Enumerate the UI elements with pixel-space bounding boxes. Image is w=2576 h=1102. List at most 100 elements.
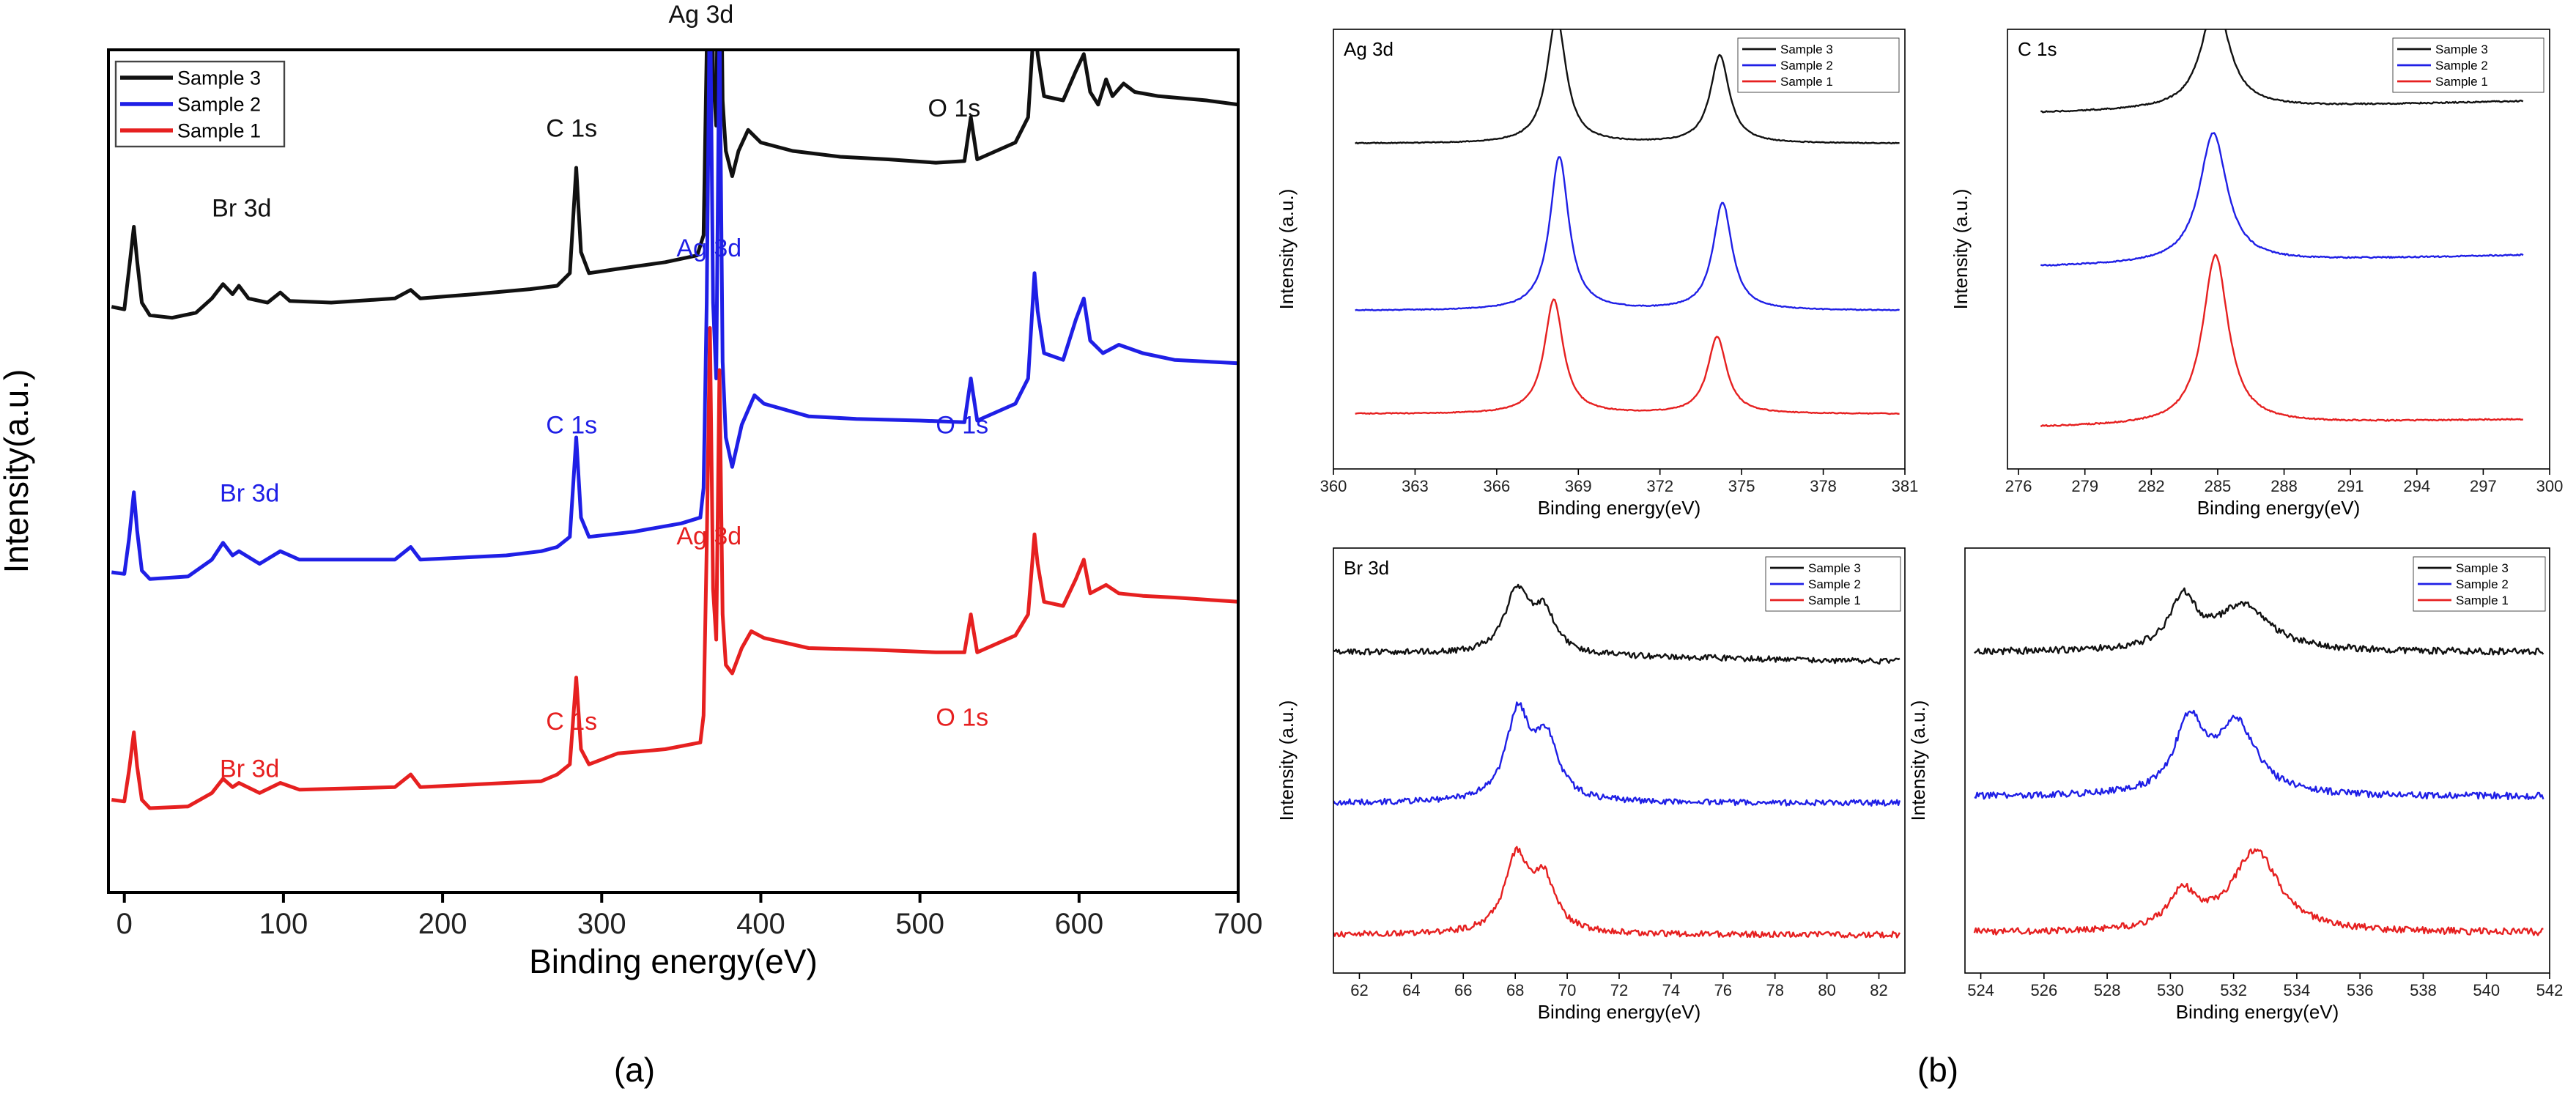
c1s-x-tick-label: 297 [2470, 477, 2497, 495]
c1s-series-sample-3 [2040, 29, 2524, 114]
c1s-x-tick-label: 279 [2071, 477, 2098, 495]
br3d-legend-label: Sample 1 [1808, 593, 1861, 607]
survey-peak-annotation: Ag 3d [676, 234, 741, 262]
survey-x-tick-label: 0 [116, 908, 133, 940]
o1s-series-sample-1 [1973, 848, 2544, 936]
o1s-x-tick-label: 528 [2094, 981, 2121, 999]
ag3d-x-axis-label: Binding energy(eV) [1538, 497, 1701, 519]
br3d-chart: 62 64 66 68 70 72 74 76 78 80 82 Binding energy(eV)… [1276, 547, 1906, 1023]
c1s-y-axis-label: Intensity (a.u.) [1950, 189, 1972, 310]
br3d-x-tick-label: 70 [1558, 981, 1576, 999]
survey-series-sample-2 [111, 50, 1238, 581]
survey-series-sample-1 [111, 326, 1238, 810]
ag3d-x-tick-label: 360 [1320, 477, 1347, 495]
survey-x-axis-label: Binding energy(eV) [529, 942, 818, 980]
survey-x-tick-label: 700 [1214, 908, 1263, 940]
survey-y-axis-label: Intensity(a.u.) [0, 369, 35, 574]
c1s-x-tick-label: 276 [2005, 477, 2032, 495]
survey-peak-annotation: O 1s [936, 411, 988, 439]
survey-x-tick-label: 100 [259, 908, 308, 940]
o1s-x-tick-label: 540 [2473, 981, 2500, 999]
c1s-x-tick-label: 291 [2337, 477, 2364, 495]
o1s-y-axis-label: Intensity (a.u.) [1907, 700, 1929, 821]
o1s-x-tick-label: 524 [1967, 981, 1994, 999]
o1s-legend-label: Sample 2 [2456, 577, 2509, 591]
c1s-title: C 1s [2018, 38, 2057, 60]
o1s-x-axis-label: Binding energy(eV) [2176, 1001, 2339, 1023]
figure-label-a: (a) [614, 1051, 655, 1089]
o1s-chart: 524 526 528 530 532 534 536 538 540 542 Binding en… [1907, 547, 2563, 1023]
br3d-plot-frame [1333, 547, 1906, 974]
br3d-x-tick-label: 80 [1818, 981, 1835, 999]
br3d-series-sample-2 [1333, 701, 1901, 807]
br3d-legend-label: Sample 2 [1808, 577, 1861, 591]
c1s-x-tick-label: 294 [2403, 477, 2430, 495]
survey-x-tick-label: 500 [895, 908, 944, 940]
survey-peak-annotation: Ag 3d [668, 1, 733, 29]
br3d-x-tick-label: 76 [1714, 981, 1732, 999]
survey-x-tick-label: 600 [1054, 908, 1103, 940]
o1s-legend-label: Sample 1 [2456, 593, 2509, 607]
c1s-legend-label: Sample 2 [2435, 59, 2488, 73]
ag3d-y-axis-label: Intensity (a.u.) [1276, 189, 1298, 310]
c1s-x-tick-label: 288 [2270, 477, 2298, 495]
ag3d-x-tick-label: 372 [1646, 477, 1673, 495]
br3d-x-tick-label: 72 [1610, 981, 1628, 999]
br3d-x-axis-label: Binding energy(eV) [1538, 1001, 1701, 1023]
br3d-y-axis-label: Intensity (a.u.) [1276, 700, 1298, 821]
survey-x-tick-label: 300 [577, 908, 626, 940]
ag3d-title: Ag 3d [1344, 38, 1394, 60]
br3d-x-tick-label: 64 [1402, 981, 1420, 999]
survey-peak-annotation: C 1s [546, 114, 597, 142]
survey-legend-label: Sample 3 [177, 67, 261, 89]
survey-x-tick-label: 200 [418, 908, 467, 940]
o1s-legend-label: Sample 3 [2456, 561, 2509, 575]
ag3d-x-tick-label: 381 [1892, 477, 1919, 495]
o1s-x-tick-label: 534 [2284, 981, 2311, 999]
br3d-x-tick-label: 82 [1870, 981, 1887, 999]
ag3d-x-tick-label: 378 [1810, 477, 1837, 495]
ag3d-x-tick-label: 363 [1402, 477, 1429, 495]
survey-peak-annotation: Br 3d [212, 195, 271, 223]
figure-label-b: (b) [1917, 1051, 1958, 1089]
ag3d-plot-frame [1333, 29, 1906, 470]
br3d-series-sample-1 [1333, 846, 1900, 939]
br3d-x-tick-label: 74 [1662, 981, 1680, 999]
br3d-x-tick-label: 78 [1766, 981, 1783, 999]
o1s-x-tick-label: 538 [2410, 981, 2437, 999]
c1s-plot-frame [2007, 29, 2550, 470]
br3d-x-tick-label: 66 [1454, 981, 1472, 999]
c1s-legend-label: Sample 3 [2435, 42, 2488, 56]
ag3d-legend-label: Sample 2 [1780, 59, 1833, 73]
ag3d-chart: 360 363 366 369 372 375 378 381 Binding energy(e… [1276, 29, 1919, 519]
ag3d-series-sample-3 [1355, 29, 1900, 145]
ag3d-x-tick-label: 369 [1565, 477, 1592, 495]
survey-peak-annotation: O 1s [936, 703, 988, 731]
ag3d-x-tick-label: 366 [1483, 477, 1510, 495]
c1s-x-tick-label: 300 [2536, 477, 2564, 495]
survey-plot-frame [107, 48, 1240, 894]
o1s-series-sample-3 [1974, 587, 2544, 656]
br3d-x-tick-label: 68 [1506, 981, 1524, 999]
ag3d-x-tick-label: 375 [1728, 477, 1755, 495]
c1s-series-sample-1 [2040, 254, 2523, 428]
survey-x-tick-label: 400 [736, 908, 785, 940]
br3d-series-sample-3 [1333, 583, 1900, 665]
ag3d-series-sample-2 [1355, 156, 1900, 311]
c1s-series-sample-2 [2040, 132, 2524, 267]
ag3d-legend-label: Sample 1 [1780, 75, 1833, 89]
survey-legend-label: Sample 1 [177, 120, 261, 142]
c1s-legend-label: Sample 1 [2435, 75, 2488, 89]
survey-peak-annotation: Br 3d [220, 755, 279, 783]
survey-legend-label: Sample 2 [177, 94, 261, 116]
ag3d-series-sample-1 [1355, 298, 1900, 415]
survey-chart: 0 100 200 300 400 500 600 700 Binding energy(eV)… [0, 1, 1263, 980]
o1s-x-tick-label: 530 [2157, 981, 2184, 999]
c1s-chart: 276 279 282 285 288 291 294 297 300 Binding energ… [1950, 29, 2564, 519]
survey-series-sample-3 [111, 50, 1238, 320]
o1s-x-tick-label: 536 [2347, 981, 2374, 999]
o1s-plot-frame [1964, 547, 2550, 974]
br3d-x-tick-label: 62 [1350, 981, 1368, 999]
br3d-legend-label: Sample 3 [1808, 561, 1861, 575]
